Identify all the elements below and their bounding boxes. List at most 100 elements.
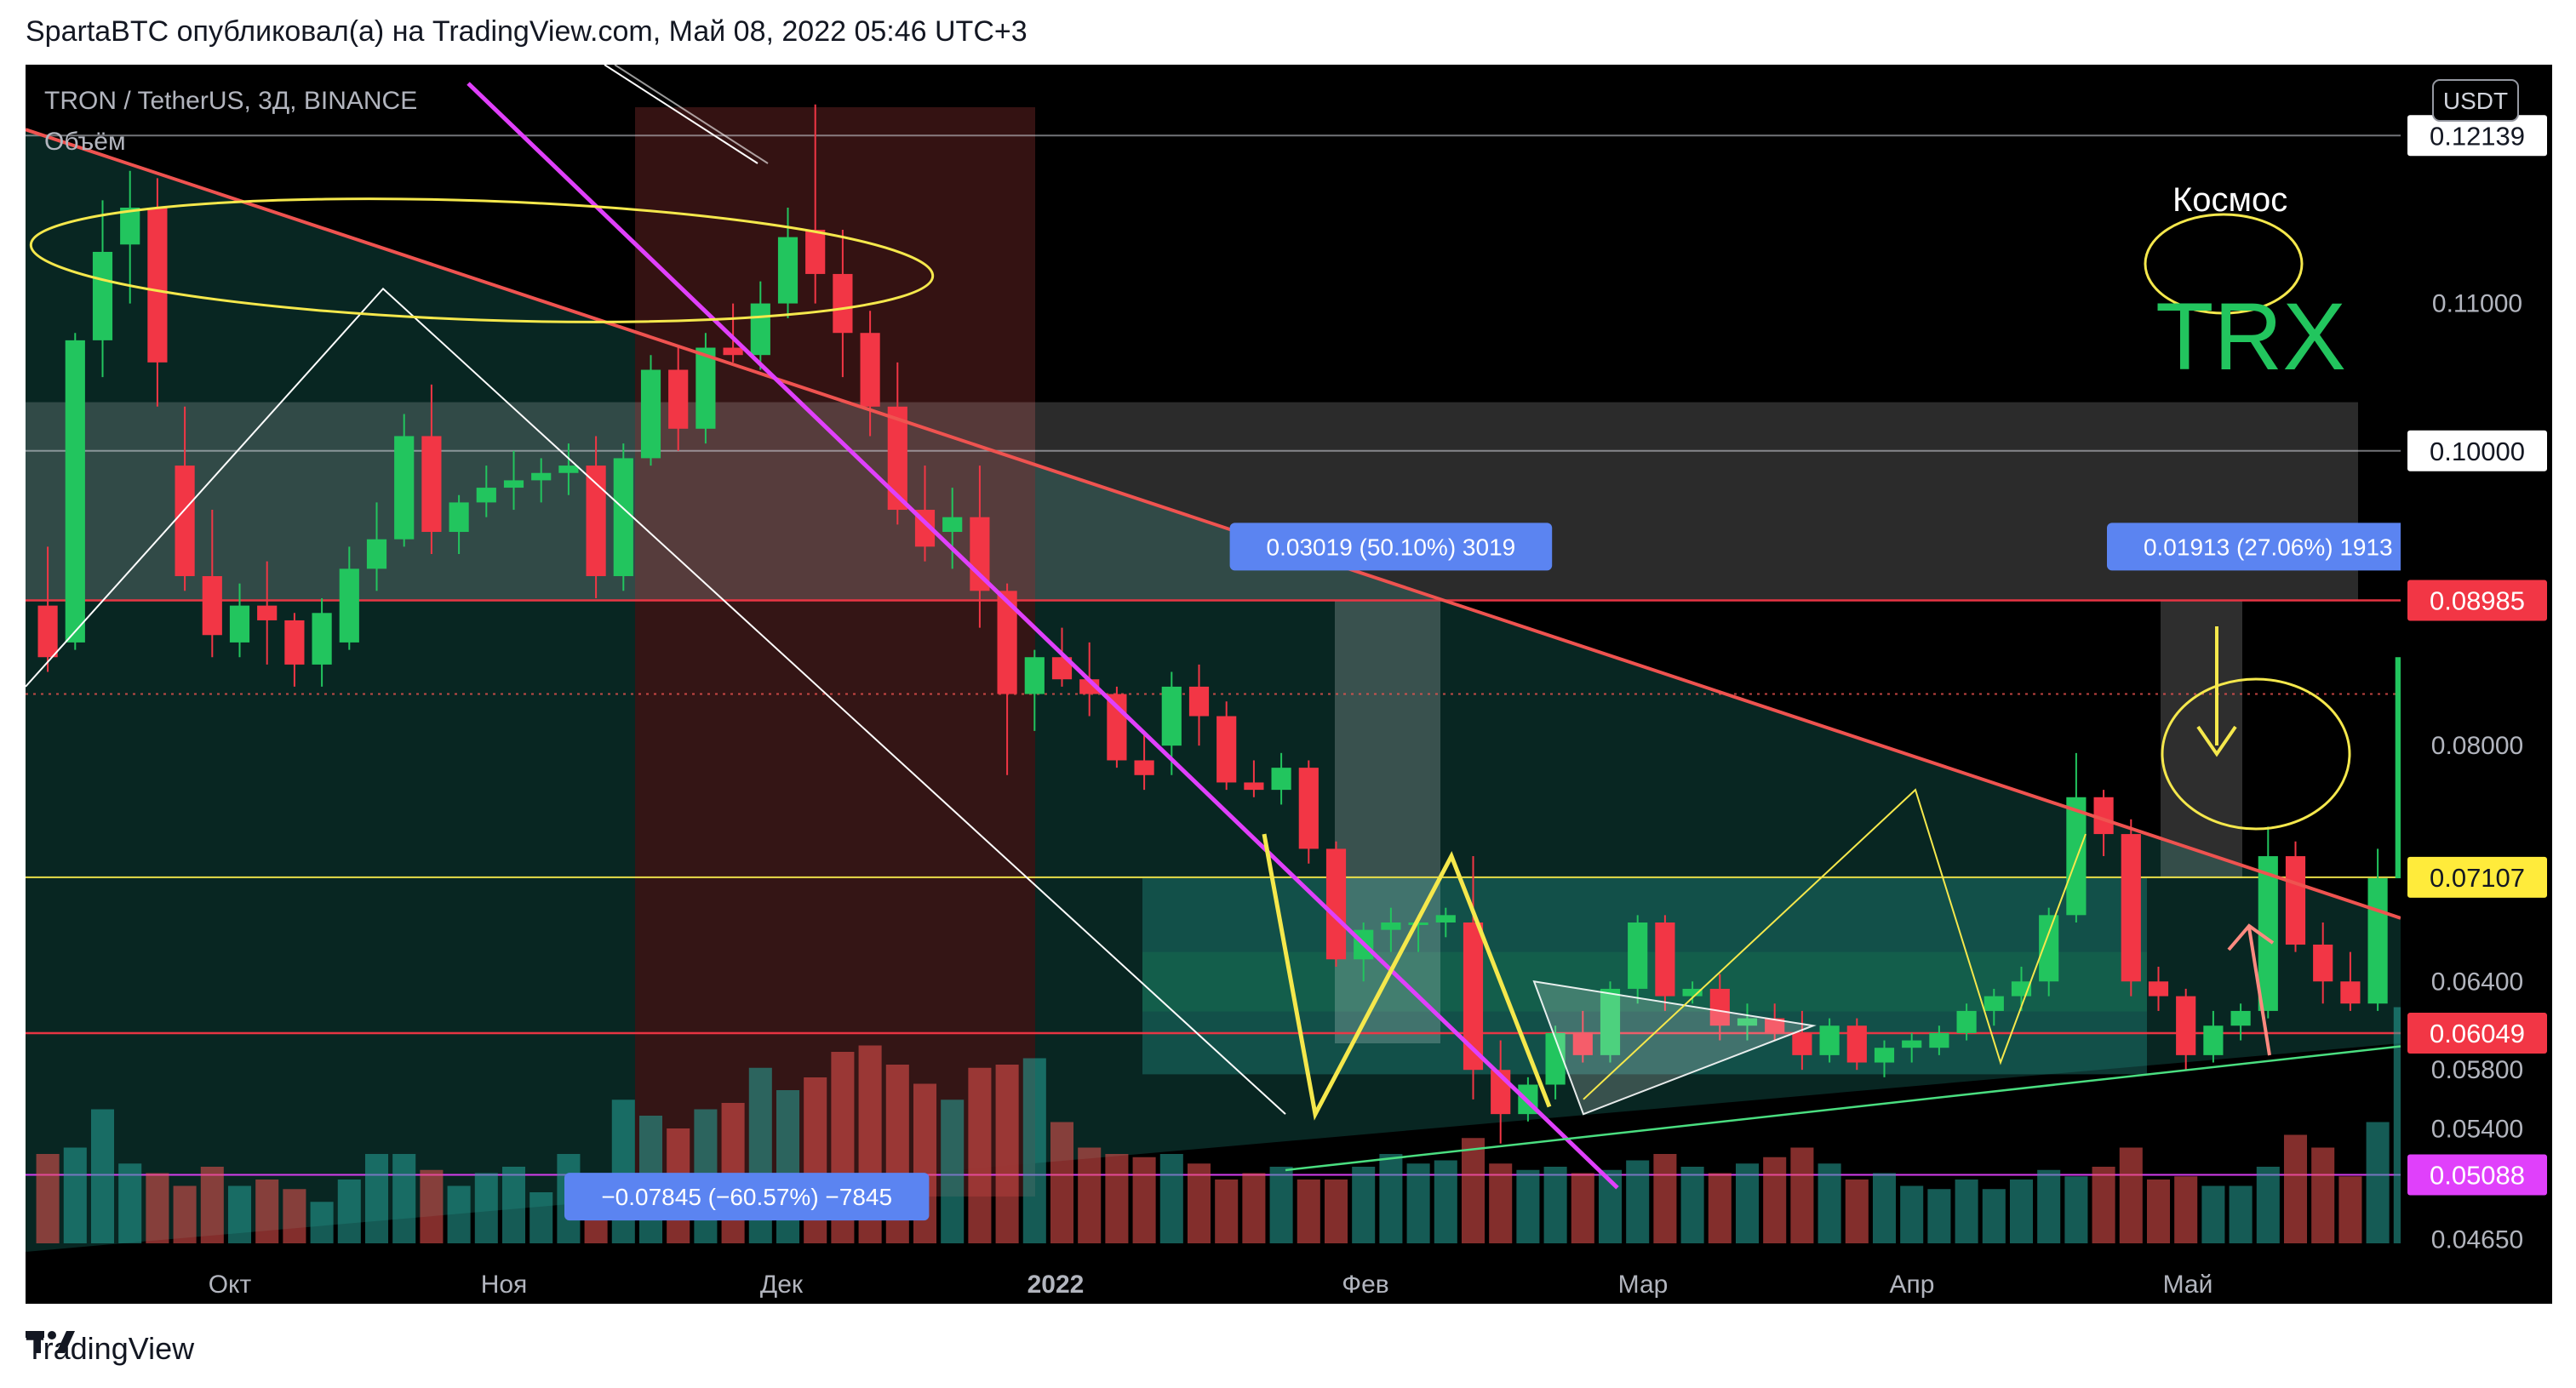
volume-bar-81	[2256, 1167, 2280, 1243]
candle-body-4	[147, 207, 168, 363]
candle-13	[394, 414, 415, 547]
candle-body-82	[2285, 856, 2306, 945]
candle-15	[449, 494, 469, 555]
x-tick-label-6: Апр	[1890, 1271, 1935, 1299]
candle-51	[1435, 907, 1456, 938]
x-tick-label-5: Мар	[1618, 1271, 1669, 1299]
price-level-label-0: 0.12139	[2430, 121, 2525, 151]
candle-body-62	[1737, 1018, 1758, 1026]
candle-body-29	[833, 273, 853, 334]
candle-body-73	[2039, 915, 2059, 982]
price-chart[interactable]: 0.03019 (50.10%) 3019 0.01913 (27.06%) 19…	[26, 65, 2552, 1304]
currency-badge[interactable]: USDT	[2432, 79, 2519, 122]
candle-body-70	[1956, 1010, 1977, 1033]
candle-61	[1709, 974, 1730, 1041]
volume-bar-62	[1735, 1163, 1760, 1243]
candle-18	[531, 458, 552, 503]
candle-86	[2395, 657, 2401, 879]
measure-label-1: 0.01913 (27.06%) 1913	[2144, 534, 2393, 560]
volume-bar-55	[1543, 1167, 1567, 1243]
volume-bar-12	[364, 1154, 389, 1243]
candle-body-65	[1819, 1025, 1840, 1055]
x-tick-label-7: Май	[2163, 1271, 2213, 1299]
chart-panel[interactable]: 0.03019 (50.10%) 3019 0.01913 (27.06%) 19…	[26, 65, 2552, 1304]
volume-bar-4	[146, 1173, 169, 1243]
y-tick-label-1: 0.08000	[2431, 732, 2523, 760]
candle-29	[833, 229, 853, 378]
volume-bar-35	[995, 1065, 1019, 1243]
candle-body-79	[2203, 1025, 2224, 1055]
volume-bar-17	[501, 1167, 526, 1243]
price-level-badge-3	[2407, 856, 2547, 898]
candle-body-50	[1408, 922, 1428, 925]
tradingview-logo-icon	[26, 1331, 75, 1353]
volume-bar-37	[1050, 1122, 1074, 1243]
volume-bar-2	[90, 1109, 115, 1243]
candle-body-80	[2230, 1010, 2251, 1026]
pink-arrow-head	[2227, 923, 2275, 951]
candle-19	[558, 443, 579, 495]
volume-bar-71	[1982, 1189, 2006, 1243]
candle-body-52	[1463, 922, 1484, 1071]
measure-label-box-0	[1229, 523, 1553, 571]
candle-body-5	[175, 466, 195, 576]
candle-84	[2340, 951, 2361, 1011]
volume-bar-7	[227, 1185, 252, 1243]
candle-body-12	[366, 539, 387, 569]
candle-35	[997, 583, 1017, 775]
white-pointer-line	[604, 65, 758, 164]
price-axis	[2401, 65, 2552, 1304]
candle-80	[2230, 1003, 2251, 1041]
candle-64	[1792, 1010, 1812, 1071]
candle-body-7	[229, 605, 250, 643]
candle-body-78	[2176, 996, 2196, 1055]
candle-body-0	[37, 605, 58, 658]
annotation-ticker: TRX	[2155, 283, 2346, 390]
volume-bar-40	[1132, 1157, 1156, 1243]
candle-body-26	[750, 303, 770, 356]
candle-body-30	[860, 333, 880, 407]
supply-zone	[26, 402, 2358, 602]
price-level-badge-4	[2407, 1013, 2547, 1054]
candle-body-11	[339, 568, 359, 643]
candle-70	[1956, 1003, 1977, 1041]
measure-box-may	[2161, 601, 2242, 879]
candle-body-6	[202, 575, 222, 636]
y-tick-label-2: 0.06400	[2431, 968, 2523, 996]
candle-81	[2258, 826, 2278, 1019]
candle-58	[1628, 915, 1648, 1004]
volume-bar-63	[1763, 1157, 1787, 1243]
candle-47	[1325, 841, 1347, 967]
volume-bar-73	[2037, 1169, 2061, 1243]
candle-6	[202, 510, 222, 658]
volume-bar-33	[941, 1100, 965, 1243]
candle-46	[1298, 760, 1319, 864]
price-level-label-2: 0.08985	[2430, 586, 2525, 616]
candle-36	[1024, 649, 1045, 731]
candle-body-60	[1682, 988, 1703, 997]
volume-bar-58	[1626, 1160, 1650, 1243]
candle-body-35	[997, 591, 1017, 694]
candle-body-85	[2367, 878, 2388, 1004]
candle-body-36	[1024, 657, 1045, 694]
candle-23	[668, 347, 689, 451]
volume-bar-49	[1379, 1154, 1403, 1243]
price-level-label-4: 0.06049	[2430, 1019, 2525, 1048]
candle-63	[1765, 1003, 1785, 1041]
candle-body-75	[2093, 797, 2114, 835]
candle-77	[2148, 966, 2169, 1011]
candle-20	[586, 436, 606, 598]
candle-body-67	[1874, 1048, 1895, 1063]
volume-bar-36	[1022, 1058, 1046, 1243]
volume-bar-1	[63, 1147, 87, 1243]
volume-bar-76	[2119, 1147, 2143, 1243]
candle-body-15	[449, 502, 469, 533]
candle-body-84	[2340, 981, 2361, 1004]
candle-24	[696, 333, 716, 444]
candle-60	[1682, 981, 1703, 1004]
candle-body-42	[1188, 686, 1210, 717]
volume-bar-78	[2174, 1176, 2198, 1243]
y-tick-label-3: 0.05800	[2431, 1056, 2523, 1084]
candle-body-61	[1709, 988, 1730, 1026]
volume-bar-68	[1900, 1185, 1924, 1243]
